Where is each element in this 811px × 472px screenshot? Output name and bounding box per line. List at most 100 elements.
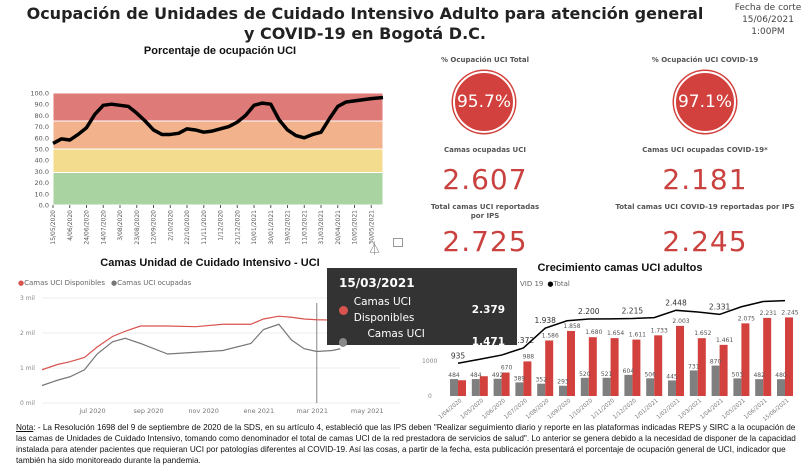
kpi-pct-covid-label: % Ocupación UCI COVID-19 — [651, 56, 759, 64]
bar-label: 492 — [492, 372, 504, 379]
band — [52, 92, 384, 122]
x-tick-label: 22/10/2020 — [184, 210, 191, 245]
x-tick-label: 30/05/2021 — [368, 210, 375, 245]
band — [52, 172, 384, 206]
bar-label: 1.858 — [563, 323, 580, 330]
bar-label: 2.231 — [760, 310, 777, 317]
bar-red — [610, 338, 619, 396]
legend-item-ocupadas[interactable]: ●Camas UCI ocupadas — [111, 279, 192, 287]
total-label: 2.215 — [622, 306, 644, 315]
bar-label: 480 — [775, 372, 787, 379]
bar-label: 389 — [514, 375, 526, 382]
growth-legend: VID 19 ●Total — [520, 280, 570, 288]
x-tick-label: 11/11/2020 — [201, 210, 208, 245]
beds-chart-title: Camas Unidad de Cuidado Intensivo - UCI — [100, 257, 320, 269]
x-tick-label: 3/08/2020 — [117, 210, 124, 241]
kpi-pct-covid: 97.1% — [674, 71, 736, 133]
total-label: 1.372 — [513, 336, 535, 345]
bar-label: 352 — [535, 377, 547, 384]
y-tick-label: 10.0 — [35, 190, 49, 198]
total-line — [457, 299, 786, 365]
x-tick-label: 24/06/2020 — [84, 210, 91, 245]
legend-item-covid[interactable]: VID 19 — [520, 280, 544, 288]
legend-item-total[interactable]: ●Total — [547, 280, 570, 288]
bar-grey — [777, 379, 785, 396]
cutoff-time: 1:00PM — [751, 27, 785, 37]
y-tick-label: 100.0 — [30, 90, 49, 98]
y-tick-label: 40.0 — [35, 157, 49, 165]
y-tick-label: 3 mil — [20, 295, 35, 302]
x-tick-label: 31/03/2021 — [318, 210, 325, 245]
y-tick-label: 0.0 — [39, 202, 49, 210]
x-tick-label: mar 2021 — [296, 407, 328, 415]
total-label: 2.200 — [578, 307, 600, 316]
kpi-pct-total: 95.7% — [453, 71, 515, 133]
bar-red — [523, 361, 532, 396]
x-tick-label: 14/07/2020 — [100, 210, 107, 245]
bar-red — [654, 335, 663, 396]
bar-grey — [515, 382, 524, 396]
total-label: 2.331 — [709, 302, 731, 311]
x-tick-label: 2/10/2020 — [167, 210, 174, 241]
band — [52, 148, 384, 174]
beds-legend: ●Camas UCI Disponibles ●Camas UCI ocupad… — [18, 279, 191, 287]
kpi-total-label: Total camas UCI reportadas por IPS — [430, 203, 540, 220]
bar-red — [741, 323, 750, 396]
bar-red — [479, 376, 488, 396]
bar-label: 988 — [523, 353, 535, 360]
bar-label: 731 — [688, 363, 700, 370]
kpi-covid-occupied-label: Camas UCI ocupadas COVID-19* — [642, 146, 768, 154]
chart-tooltip: 15/03/2021 Camas UCI Disponibles 2.379 Ca… — [327, 268, 517, 356]
occupancy-chart: 0.0 10.0 20.0 30.0 40.0 50.0 60.0 70.0 80.0 90.0 1… — [30, 90, 384, 245]
bar-label: 521 — [601, 371, 613, 378]
bar-grey — [580, 377, 589, 396]
band — [52, 120, 384, 150]
bar-red — [763, 317, 772, 396]
bar-red — [458, 380, 466, 396]
tooltip-row-ocupadas: Camas UCI ocupadas 1.471 — [339, 326, 505, 358]
x-tick-label: 1/12/2020 — [218, 210, 225, 241]
bar-grey — [668, 380, 676, 396]
kpi-covid-occupied: 2.181 — [662, 163, 748, 196]
x-tick-label: sep 2020 — [133, 407, 163, 415]
bar-label: 503 — [732, 371, 744, 378]
bar-grey — [711, 365, 720, 396]
kpi-occupied-label: Camas ocupadas UCI — [444, 146, 526, 154]
x-tick-label: 11/03/2021 — [301, 210, 308, 245]
grey-dot-icon — [339, 337, 348, 347]
kpi-covid-total-label: Total camas UCI COVID-19 reportadas por … — [615, 203, 795, 211]
x-tick-label: 10/01/2021 — [251, 210, 258, 245]
bar-label: 445 — [666, 373, 678, 380]
bar-label: 2.003 — [672, 318, 689, 325]
bar-label: 484 — [448, 372, 460, 379]
x-tick-label: 4/06/2020 — [67, 210, 74, 241]
cutoff-date: Fecha de corte 15/06/2021 1:00PM — [725, 2, 811, 38]
x-tick-label: 10/05/2021 — [352, 210, 359, 245]
expand-icon[interactable] — [393, 238, 403, 247]
growth-chart: 010004841/04/20209354841/05/20204926701/… — [422, 298, 799, 423]
filter-icon[interactable]: ⏃ — [368, 242, 382, 257]
bar-red — [567, 330, 575, 396]
occupancy-line — [52, 95, 384, 145]
red-dot-icon — [339, 305, 348, 315]
cutoff-label: Fecha de corte — [734, 3, 802, 13]
bar-label: 1.652 — [694, 330, 711, 337]
legend-item-disponibles[interactable]: ●Camas UCI Disponibles — [18, 279, 105, 287]
bar-grey — [537, 383, 546, 396]
y-tick-label: 1000 — [422, 358, 437, 365]
bar-label: 484 — [470, 372, 482, 379]
kpi-total: 2.725 — [442, 225, 528, 258]
bar-label: 1.586 — [542, 332, 559, 339]
bar-red — [545, 340, 554, 396]
bar-label: 1.680 — [585, 329, 602, 336]
y-tick-label: 90.0 — [35, 101, 49, 109]
bar-grey — [559, 385, 567, 396]
footnote: Nota: - La Resolución 1698 del 9 de sept… — [16, 422, 806, 466]
tooltip-row-disponibles: Camas UCI Disponibles 2.379 — [339, 294, 505, 326]
page-title: Ocupación de Unidades de Cuidado Intensi… — [26, 4, 704, 43]
bar-red — [632, 339, 641, 396]
occupancy-chart-title: Porcentaje de ocupación UCI — [143, 45, 297, 57]
bar-label: 1.611 — [629, 332, 646, 339]
y-tick-label: 0 — [428, 393, 432, 400]
bar-grey — [755, 379, 764, 396]
